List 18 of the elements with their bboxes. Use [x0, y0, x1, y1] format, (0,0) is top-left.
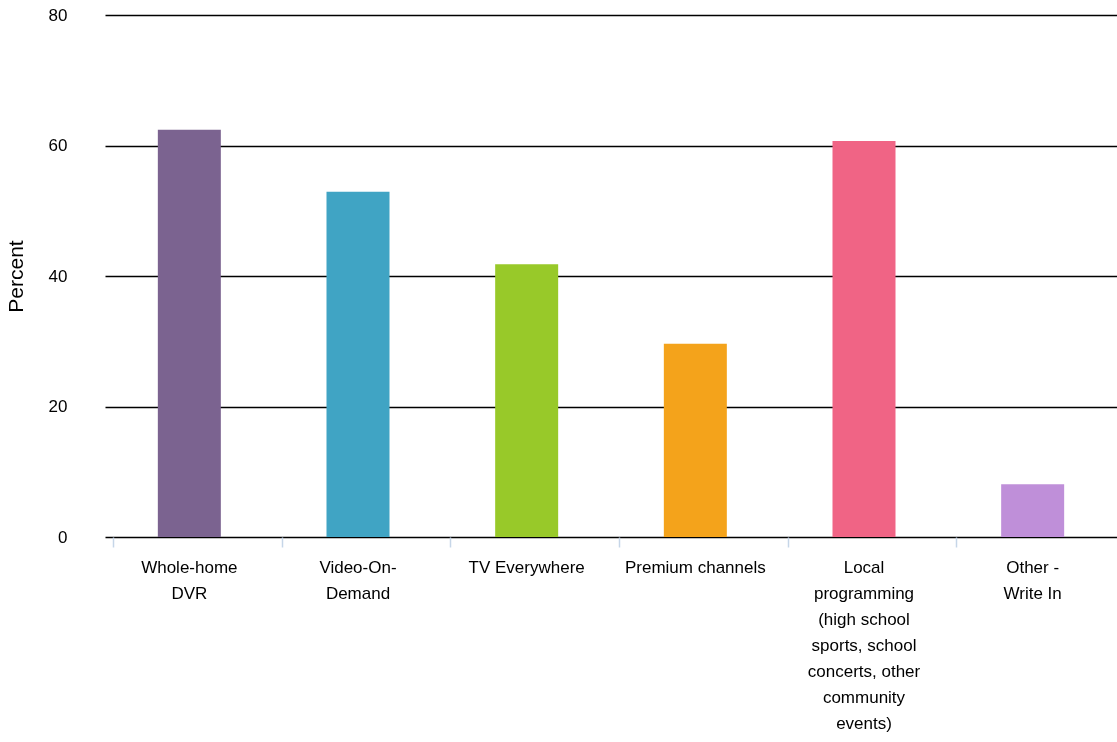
- bar: [832, 140, 896, 537]
- bar: [326, 191, 390, 537]
- y-tick-label: 40: [48, 266, 68, 286]
- y-axis-title: Percent: [3, 240, 27, 313]
- y-tick-label: 20: [48, 397, 68, 416]
- x-tick-label: TV Everywhere: [468, 557, 585, 577]
- x-tick-label: Premium channels: [624, 557, 766, 577]
- y-tick-label: 80: [48, 5, 68, 25]
- x-tick-label: Other - Write In: [1003, 557, 1062, 603]
- y-tick-label: 60: [48, 136, 68, 155]
- bar: [1001, 484, 1065, 537]
- x-tick-label: Video-On-Demand: [319, 557, 397, 603]
- bar: [663, 343, 727, 537]
- bar: [495, 264, 559, 537]
- bar: [157, 129, 221, 537]
- x-tick-label: Local programming (high school sports, school concerts, other community events): [807, 557, 921, 733]
- x-tick-label: Whole-home DVR: [141, 557, 238, 603]
- y-tick-label: 0: [58, 527, 68, 547]
